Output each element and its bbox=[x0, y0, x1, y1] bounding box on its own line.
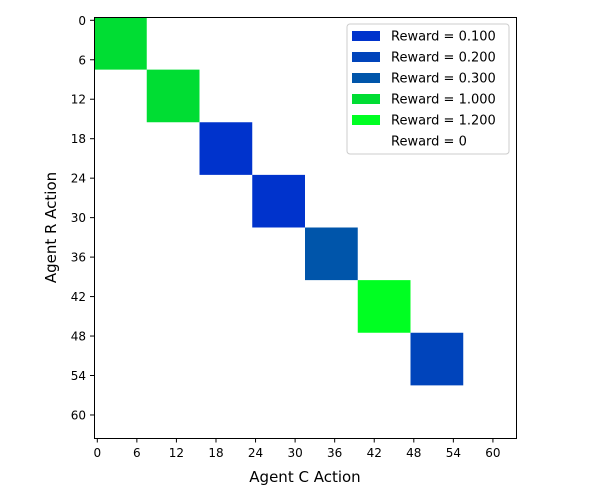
y-tick-label-24: 24 bbox=[71, 172, 86, 186]
x-tick-label-12: 12 bbox=[169, 446, 184, 460]
x-tick-label-42: 42 bbox=[367, 446, 382, 460]
legend-swatch-2 bbox=[352, 73, 380, 83]
heatmap-cell-6 bbox=[410, 332, 464, 386]
legend-label-3: Reward = 1.000 bbox=[391, 93, 496, 108]
heatmap-cell-1 bbox=[146, 69, 200, 123]
y-tick-label-48: 48 bbox=[71, 330, 86, 344]
x-tick-label-30: 30 bbox=[287, 446, 302, 460]
x-tick-label-6: 6 bbox=[133, 446, 141, 460]
y-tick-label-12: 12 bbox=[71, 93, 86, 107]
x-tick-label-48: 48 bbox=[406, 446, 421, 460]
heatmap-cell-5 bbox=[357, 280, 411, 333]
legend-label-0: Reward = 0.100 bbox=[391, 30, 496, 45]
legend-swatch-3 bbox=[352, 94, 380, 104]
x-tick-label-60: 60 bbox=[485, 446, 500, 460]
y-axis-ticks: 0 6 12 18 24 30 36 42 48 54 60 bbox=[71, 14, 95, 422]
legend-swatch-1 bbox=[352, 52, 380, 62]
legend-swatch-5 bbox=[352, 136, 380, 146]
y-tick-label-18: 18 bbox=[71, 132, 86, 146]
legend-swatch-0 bbox=[352, 31, 380, 41]
legend-box bbox=[346, 23, 510, 155]
legend-label-5: Reward = 0 bbox=[391, 135, 467, 150]
heatmap-cells bbox=[94, 17, 464, 386]
y-axis-title: Agent R Action bbox=[42, 172, 60, 283]
heatmap-cell-4 bbox=[305, 227, 358, 281]
x-tick-label-0: 0 bbox=[93, 446, 101, 460]
y-tick-label-60: 60 bbox=[71, 408, 86, 422]
legend-label-4: Reward = 1.200 bbox=[391, 114, 496, 129]
heatmap-cell-2 bbox=[199, 122, 253, 175]
legend-swatch-4 bbox=[352, 115, 380, 125]
x-tick-label-24: 24 bbox=[248, 446, 263, 460]
y-tick-label-42: 42 bbox=[71, 290, 86, 304]
y-tick-label-36: 36 bbox=[71, 251, 86, 265]
y-tick-label-6: 6 bbox=[78, 53, 86, 67]
x-axis-title: Agent C Action bbox=[249, 468, 360, 486]
x-tick-label-18: 18 bbox=[208, 446, 223, 460]
x-tick-label-54: 54 bbox=[446, 446, 461, 460]
x-tick-label-36: 36 bbox=[327, 446, 342, 460]
legend-label-2: Reward = 0.300 bbox=[391, 72, 496, 87]
plot-frame bbox=[94, 17, 517, 439]
heatmap-cell-3 bbox=[252, 174, 305, 228]
y-tick-label-30: 30 bbox=[71, 211, 86, 225]
y-tick-label-0: 0 bbox=[78, 14, 86, 28]
x-axis-ticks: 0 6 12 18 24 30 36 42 48 54 60 bbox=[93, 438, 501, 460]
y-tick-label-54: 54 bbox=[71, 369, 86, 383]
legend-label-1: Reward = 0.200 bbox=[391, 51, 496, 66]
legend: Reward = 0.100 Reward = 0.200 Reward = 0.3… bbox=[346, 23, 510, 155]
heatmap-cell-0 bbox=[94, 17, 147, 70]
